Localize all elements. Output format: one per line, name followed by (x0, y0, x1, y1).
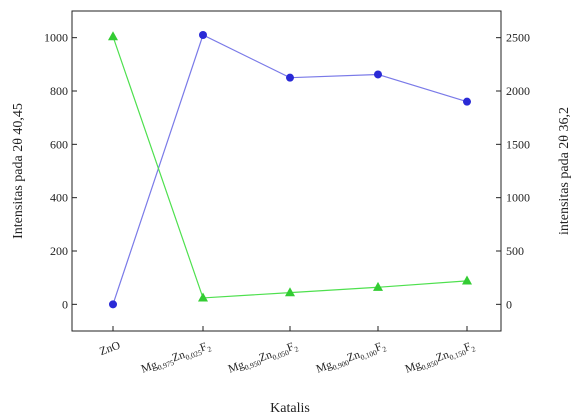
left-tick-label: 1000 (44, 31, 68, 45)
x-tick-label: Mg0,900Zn0,100F2 (315, 339, 388, 377)
x-axis: ZnO Mg0,975Zn0,025F2 Mg0,950Zn0,050F2 Mg0,9… (98, 326, 477, 377)
series-1-point (286, 73, 294, 82)
left-tick-label: 800 (50, 84, 68, 98)
right-tick-label: 500 (506, 244, 524, 258)
right-tick-label: 2000 (506, 84, 530, 98)
right-tick-label: 2500 (506, 31, 530, 45)
x-tick-label: ZnO (98, 340, 122, 358)
left-axis: 0 200 400 600 800 1000 (44, 31, 77, 311)
series-2-point (462, 275, 472, 285)
right-tick-label: 1000 (506, 191, 530, 205)
right-axis: 0 500 1000 1500 2000 2500 (496, 31, 530, 311)
y-axis-title-right: intensitas pada 2θ 36,2 (557, 107, 571, 235)
right-tick-label: 1500 (506, 137, 530, 151)
x-tick-label: Mg0,850Zn0,150F2 (404, 339, 477, 377)
plot-frame (71, 10, 502, 332)
x-axis-title: Katalis (270, 401, 310, 416)
left-tick-label: 600 (50, 137, 68, 151)
right-tick-label: 0 (506, 297, 512, 311)
series-1-point (109, 300, 117, 309)
series-1-point (199, 31, 207, 39)
left-tick-label: 200 (50, 244, 68, 258)
series-1-point (463, 97, 471, 106)
y-axis-title-left: Intensitas pada 2θ 40,45 (11, 103, 26, 239)
left-tick-label: 400 (50, 191, 68, 205)
series-2-point (373, 281, 383, 291)
series-2-point (108, 31, 118, 41)
x-tick-label: Mg0,975Zn0,025F2 (140, 339, 213, 377)
series-2-point (198, 292, 208, 302)
series-layer (108, 31, 472, 309)
series-2-point (285, 287, 295, 297)
series-1-point (374, 70, 382, 79)
x-tick-label: Mg0,950Zn0,050F2 (227, 339, 300, 377)
left-tick-label: 0 (62, 297, 68, 311)
